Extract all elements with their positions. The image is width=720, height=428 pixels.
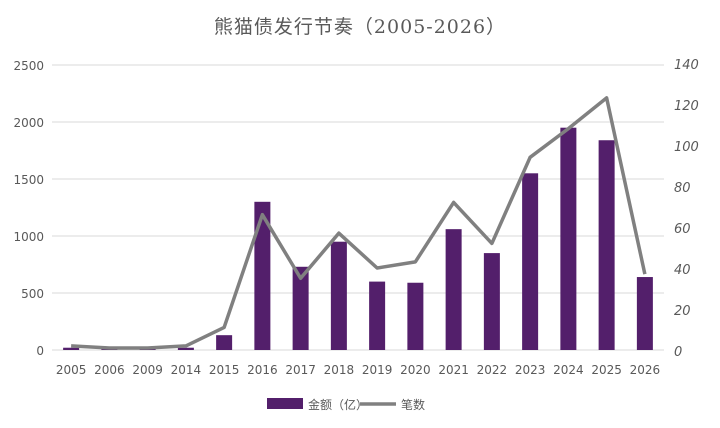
- legend-swatch-amount: [267, 398, 303, 409]
- y-right-tick-label: 80: [674, 181, 691, 196]
- bar-2005: [63, 347, 80, 350]
- bar-2021: [445, 229, 462, 350]
- x-tick-label: 2023: [515, 363, 546, 377]
- x-tick-label: 2026: [630, 363, 661, 377]
- bar-2017: [292, 266, 309, 350]
- chart-title: 熊猫债发行节奏（2005-2026）: [213, 16, 507, 38]
- x-tick-label: 2018: [324, 363, 355, 377]
- bar-2024: [560, 127, 577, 350]
- x-tick-label: 2024: [553, 363, 584, 377]
- y-right-tick-label: 60: [674, 222, 691, 237]
- y-right-tick-label: 0: [674, 345, 682, 360]
- x-tick-label: 2021: [438, 363, 469, 377]
- bar-2015: [216, 335, 233, 350]
- bar-2014: [177, 347, 194, 350]
- x-tick-label: 2016: [247, 363, 278, 377]
- bar-2019: [369, 281, 386, 350]
- y-right-tick-label: 120: [674, 99, 699, 114]
- y-right-tick-label: 140: [674, 58, 699, 73]
- x-tick-label: 2015: [209, 363, 240, 377]
- line-series-count: [71, 96, 647, 350]
- y-left-tick-label: 2500: [13, 59, 44, 73]
- x-tick-label: 2020: [400, 363, 431, 377]
- y-right-tick-label: 20: [674, 304, 691, 319]
- y-left-tick-label: 1000: [13, 230, 44, 244]
- y-left-tick-label: 0: [36, 344, 44, 358]
- x-tick-label: 2005: [56, 363, 87, 377]
- y-left-tick-label: 500: [21, 287, 44, 301]
- bar-2023: [522, 173, 539, 350]
- x-tick-label: 2006: [94, 363, 125, 377]
- bar-2026: [636, 277, 653, 350]
- y-left-tick-label: 1500: [13, 173, 44, 187]
- x-tick-label: 2014: [171, 363, 202, 377]
- x-tick-label: 2025: [591, 363, 622, 377]
- bar-2020: [407, 282, 424, 350]
- x-tick-label: 2017: [285, 363, 316, 377]
- y-left-tick-label: 2000: [13, 116, 44, 130]
- bar-2025: [598, 140, 615, 350]
- bar-2022: [483, 253, 500, 350]
- y-right-tick-label: 40: [674, 263, 691, 278]
- bar-2018: [330, 241, 347, 350]
- legend-label-amount: 金额（亿）: [308, 397, 368, 412]
- x-tick-label: 2022: [477, 363, 508, 377]
- bar-2016: [254, 201, 271, 350]
- x-tick-label: 2019: [362, 363, 393, 377]
- y-right-tick-label: 100: [674, 140, 699, 155]
- legend-label-count: 笔数: [401, 397, 425, 412]
- x-tick-label: 2009: [132, 363, 163, 377]
